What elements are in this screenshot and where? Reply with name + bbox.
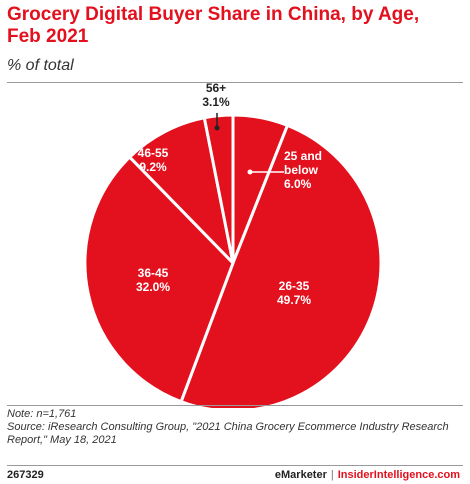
slice-label-25-and-below: 25 and below 6.0% [284, 149, 322, 191]
top-divider [7, 82, 463, 83]
footer-divider [7, 465, 463, 466]
chart-subtitle: % of total [7, 57, 74, 74]
pie-slice-36-45 [83, 155, 235, 404]
footer-brand: eMarketer | InsiderIntelligence.com [275, 469, 460, 481]
brand-separator: | [330, 469, 334, 481]
chart-id: 267329 [7, 469, 44, 481]
pie-slice-26-35 [179, 123, 383, 408]
chart-title: Grocery Digital Buyer Share in China, by… [7, 4, 420, 47]
leader-dot-25-and-below [247, 169, 253, 175]
slice-label-56: 56+ 3.1% [202, 81, 230, 109]
pie-chart: 25 and below 6.0% 26-35 49.7% 36-45 32.0% 46-55… [83, 81, 383, 408]
brand-name: eMarketer [274, 469, 327, 481]
footnotes: Note: n=1,761 Source: iResearch Consulti… [7, 408, 463, 447]
slice-label-46-55: 46-55 9.2% [138, 146, 169, 174]
source-text: Source: iResearch Consulting Group, "202… [7, 421, 449, 446]
note-text: Note: n=1,761 [7, 408, 77, 420]
site-name: InsiderIntelligence.com [337, 469, 460, 481]
pie-slice-46-55 [128, 116, 235, 265]
slice-label-36-45: 36-45 32.0% [136, 266, 170, 294]
slice-label-26-35: 26-35 49.7% [277, 279, 311, 307]
leader-dot-56 [214, 125, 220, 131]
pie-slice-56 [202, 113, 235, 265]
bottom-divider [7, 405, 463, 406]
